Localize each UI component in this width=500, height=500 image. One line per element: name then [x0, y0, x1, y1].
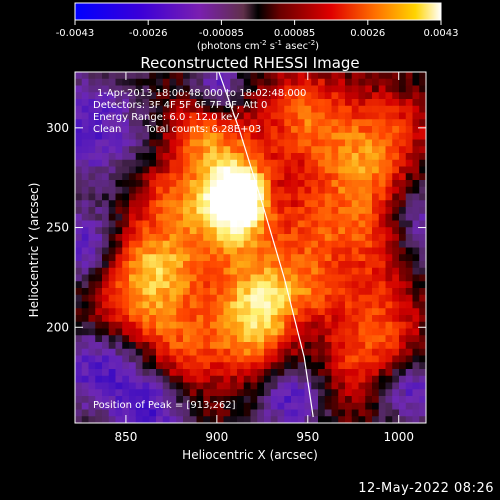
- chart-title: Reconstructed RHESSI Image: [140, 54, 359, 72]
- annotation-energy: Energy Range: 6.0 - 12.0 keV: [93, 112, 239, 123]
- y-tick-label: 250: [46, 221, 69, 235]
- y-tick-label: 200: [46, 320, 69, 334]
- y-axis-label: Heliocentric Y (arcsec): [27, 183, 41, 318]
- x-tick-label: 1000: [383, 430, 414, 444]
- y-tick-label: 300: [46, 121, 69, 135]
- colorbar-unit: (photons cm-2 s-1 asec-2): [197, 39, 319, 52]
- x-tick-label: 900: [205, 430, 228, 444]
- plot-frame: [74, 71, 427, 424]
- colorbar-tick-label: -0.00085: [199, 28, 244, 39]
- x-tick-label: 950: [296, 430, 319, 444]
- colorbar-ticks: -0.0043 -0.0026 -0.00085 0.00085 0.0026 0.004…: [56, 20, 459, 39]
- x-tick-label: 850: [114, 430, 137, 444]
- solar-limb-arc: [218, 72, 314, 418]
- heatmap-image: [75, 72, 426, 423]
- axis-ticks: 850 900 950 1000 200 250 300: [46, 72, 426, 444]
- annotation-clean: Clean: [93, 124, 121, 135]
- annotation-counts: Total counts: 6.28E+03: [144, 124, 261, 135]
- annotation-peak: Position of Peak = [913,262]: [93, 400, 236, 411]
- colorbar-tick-label: 0.0026: [350, 28, 385, 39]
- footer-date: 12-May-2022 08:26: [358, 481, 494, 496]
- colorbar-tick-label: -0.0043: [56, 28, 95, 39]
- colorbar-tick-label: 0.0043: [424, 28, 459, 39]
- x-axis-label: Heliocentric X (arcsec): [182, 448, 318, 462]
- colorbar-tick-label: 0.00085: [274, 28, 315, 39]
- annotation-detectors: Detectors: 3F 4F 5F 6F 7F 8F, Att 0: [93, 100, 267, 111]
- colorbar: [74, 2, 442, 21]
- annotation-time: 1-Apr-2013 18:00:48.000 to 18:02:48.000: [97, 88, 306, 99]
- colorbar-tick-label: -0.0026: [129, 28, 168, 39]
